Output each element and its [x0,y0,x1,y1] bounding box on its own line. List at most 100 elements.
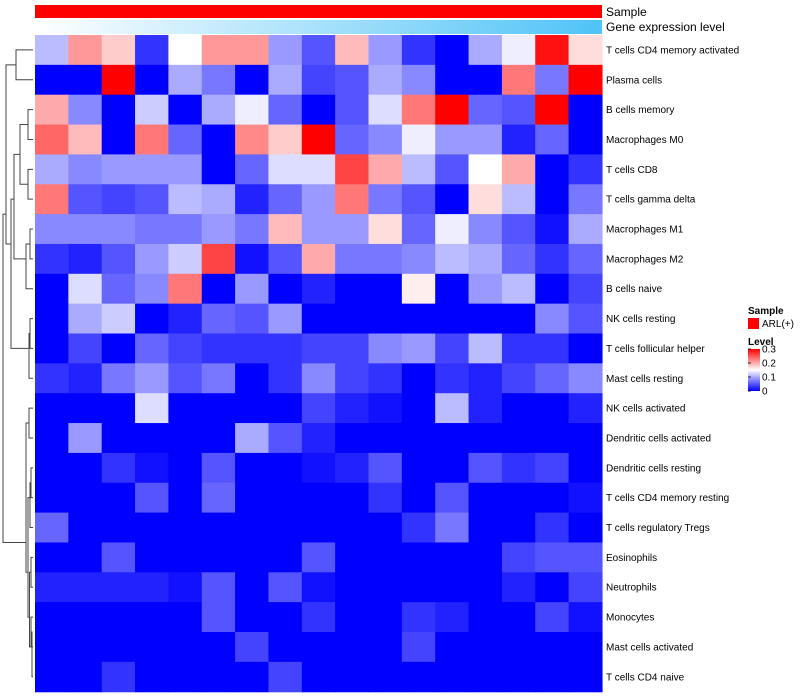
row-labels: T cells CD4 memory activated Plasma cells… [606,45,739,683]
heatmap-cell [68,333,103,364]
heatmap-cell [268,602,303,633]
heatmap-cell [35,214,69,245]
heatmap-cell [435,94,470,126]
heatmap-cell [235,64,270,96]
heatmap-cell [235,303,270,335]
heatmap-cell [168,94,203,126]
heatmap-cell [301,482,336,514]
heatmap-cell [235,184,270,215]
level-tick-label: 0 [762,387,768,398]
heatmap-cell [468,661,503,693]
heatmap-cell [568,661,603,693]
heatmap-cell [535,243,570,275]
heatmap-cell [535,363,570,394]
heatmap-cell [468,64,503,96]
heatmap-cell [168,154,203,185]
heatmap-cell [135,64,169,96]
heatmap-cell [135,35,169,66]
row-dendrogram [2,49,33,678]
heatmap-cell [101,35,136,66]
heatmap-cell [568,423,603,454]
heatmap-cell [135,94,169,126]
heatmap-cell [168,452,203,484]
heatmap-cell [368,512,403,544]
heatmap-cell [335,35,370,66]
heatmap-cell [301,393,336,424]
heatmap-cell [235,94,270,126]
heatmap-cell [235,363,270,394]
heatmap-cell [435,243,470,275]
heatmap-cell [501,184,536,215]
heatmap-cell [368,303,403,335]
dendrogram-branch [29,571,32,648]
heatmap-cell [101,363,136,394]
heatmap-cell [401,572,436,603]
level-legend: Level 0.3 0.2 0.1 0 [748,337,776,398]
heatmap-cell [201,452,236,484]
heatmap-cell [135,393,169,424]
heatmap-cell [68,452,103,484]
heatmap-cell [135,363,169,394]
heatmap-cell [368,363,403,394]
heatmap-cell [135,184,169,215]
heatmap-cell [268,64,303,96]
heatmap-cell [301,572,336,603]
heatmap-cell [168,542,203,573]
heatmap-cell [101,572,136,603]
sample-annotation-label: Sample [606,5,647,19]
heatmap-cell [535,154,570,185]
heatmap-cell [568,214,603,245]
heatmap-cell [368,632,403,663]
heatmap-cell [201,632,236,663]
heatmap-cell [401,512,436,544]
heatmap-cell [368,94,403,126]
row-label: Plasma cells [606,75,662,86]
heatmap-cell [501,214,536,245]
heatmap-cell [301,423,336,454]
heatmap-cell [301,661,336,693]
row-label: B cells naive [606,284,663,295]
heatmap-cell [268,363,303,394]
heatmap-cell [101,512,136,544]
heatmap-cell [201,35,236,66]
row-label: T cells gamma delta [606,195,696,206]
heatmap-cell [501,303,536,335]
heatmap-cell [568,333,603,364]
row-label: T cells CD4 memory activated [606,45,739,56]
heatmap-cell [68,243,103,275]
heatmap-cell [335,572,370,603]
heatmap-cell [435,184,470,215]
heatmap-cell [401,661,436,693]
heatmap-cell [301,333,336,364]
level-tick-label: 0.3 [762,345,776,356]
heatmap-cell [335,184,370,215]
heatmap-cell [468,214,503,245]
heatmap-cell [68,273,103,305]
heatmap-cell [268,423,303,454]
heatmap-cell [301,64,336,96]
heatmap-cell [101,542,136,573]
heatmap-cell [401,333,436,364]
dendrogram-branch [19,124,28,185]
heatmap-cell [401,64,436,96]
heatmap-cell [201,393,236,424]
heatmap-cell [401,243,436,275]
heatmap-cell [168,572,203,603]
heatmap-cell [235,572,270,603]
heatmap-cell [101,423,136,454]
heatmap-cell [435,273,470,305]
heatmap-cell [135,243,169,275]
heatmap-cell [201,184,236,215]
heatmap-cell [368,184,403,215]
heatmap-cell [35,94,69,126]
heatmap-cell [501,632,536,663]
heatmap-cell [235,333,270,364]
heatmap-cells [35,35,603,693]
heatmap-cell [235,602,270,633]
heatmap-cell [501,423,536,454]
dendrogram-branch [29,318,33,349]
heatmap-cell [235,482,270,514]
level-color-bar [748,349,760,391]
heatmap-cell [35,393,69,424]
